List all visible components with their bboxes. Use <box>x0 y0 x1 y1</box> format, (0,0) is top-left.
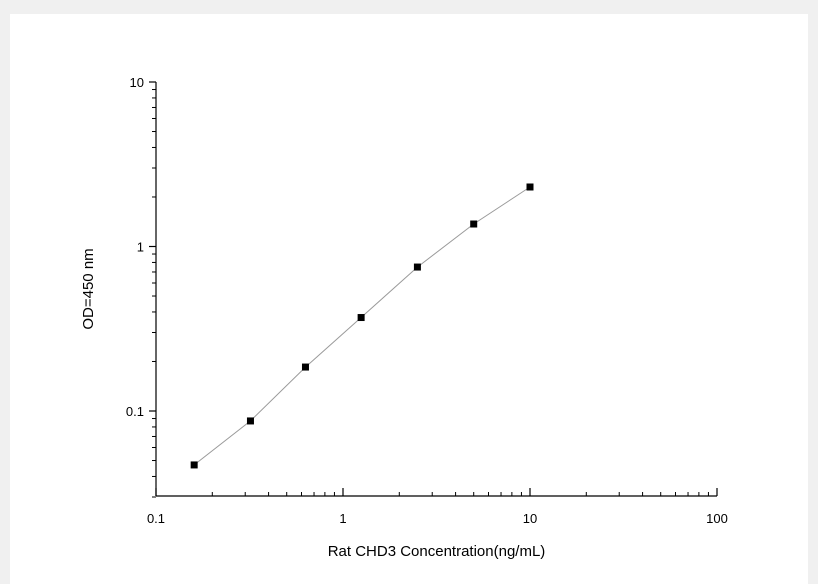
y-tick-label: 10 <box>130 75 144 90</box>
data-point <box>357 314 365 322</box>
data-point <box>470 220 478 228</box>
chart-frame <box>10 14 808 584</box>
data-point <box>246 417 254 425</box>
data-point <box>526 183 534 191</box>
x-tick-label: 1 <box>339 511 346 526</box>
series-line <box>193 186 531 466</box>
x-tick-label: 100 <box>706 511 728 526</box>
y-tick-label: 1 <box>137 240 144 255</box>
data-point <box>413 263 421 271</box>
x-tick-label: 0.1 <box>147 511 165 526</box>
x-tick-label: 10 <box>523 511 537 526</box>
data-point <box>190 461 198 469</box>
data-point <box>301 363 309 371</box>
y-axis-title: OD=450 nm <box>80 248 97 329</box>
tick-labels: 0.1 1 10 100 0.1 1 10 <box>126 75 728 526</box>
data-points <box>190 183 534 469</box>
minor-ticks <box>152 89 709 498</box>
y-tick-label: 0.1 <box>126 404 144 419</box>
x-axis-title: Rat CHD3 Concentration(ng/mL) <box>328 543 546 560</box>
